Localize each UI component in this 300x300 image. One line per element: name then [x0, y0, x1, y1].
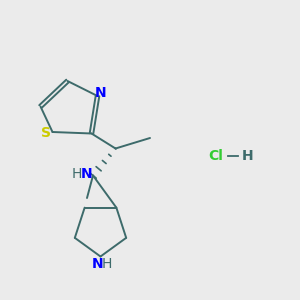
- Text: N: N: [81, 167, 93, 181]
- Text: S: S: [41, 127, 51, 140]
- Text: H: H: [71, 167, 82, 181]
- Text: Cl: Cl: [208, 149, 224, 163]
- Text: H: H: [242, 149, 253, 163]
- Text: N: N: [95, 86, 106, 100]
- Text: H: H: [101, 257, 112, 271]
- Text: N: N: [92, 257, 103, 271]
